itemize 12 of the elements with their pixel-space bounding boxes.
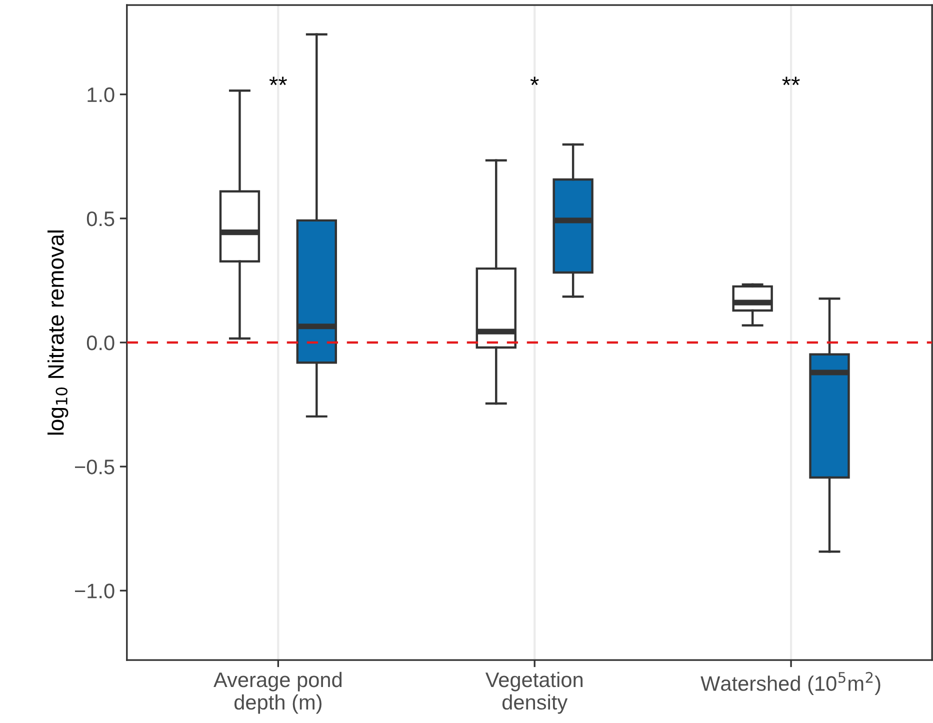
x-tick-label: Average pond depth (m) <box>214 672 342 714</box>
y-tick-label: 0.0 <box>86 336 114 350</box>
y-axis-title: log$_{10}$ Nitrate removal <box>48 230 68 435</box>
y-tick-label: 1.0 <box>88 87 114 102</box>
y-tick-label: −0.5 <box>74 460 114 474</box>
x-tick-label: Watershed (10$^{5}$m$^{2}$) <box>700 672 880 696</box>
annotation: ** <box>782 76 800 86</box>
x-tick-label: Vegetation density <box>485 672 582 714</box>
annotation: ** <box>269 76 287 86</box>
y-tick-label: −1.0 <box>74 584 114 598</box>
annotation: * <box>530 76 539 86</box>
y-tick-label: 0.5 <box>86 211 114 226</box>
